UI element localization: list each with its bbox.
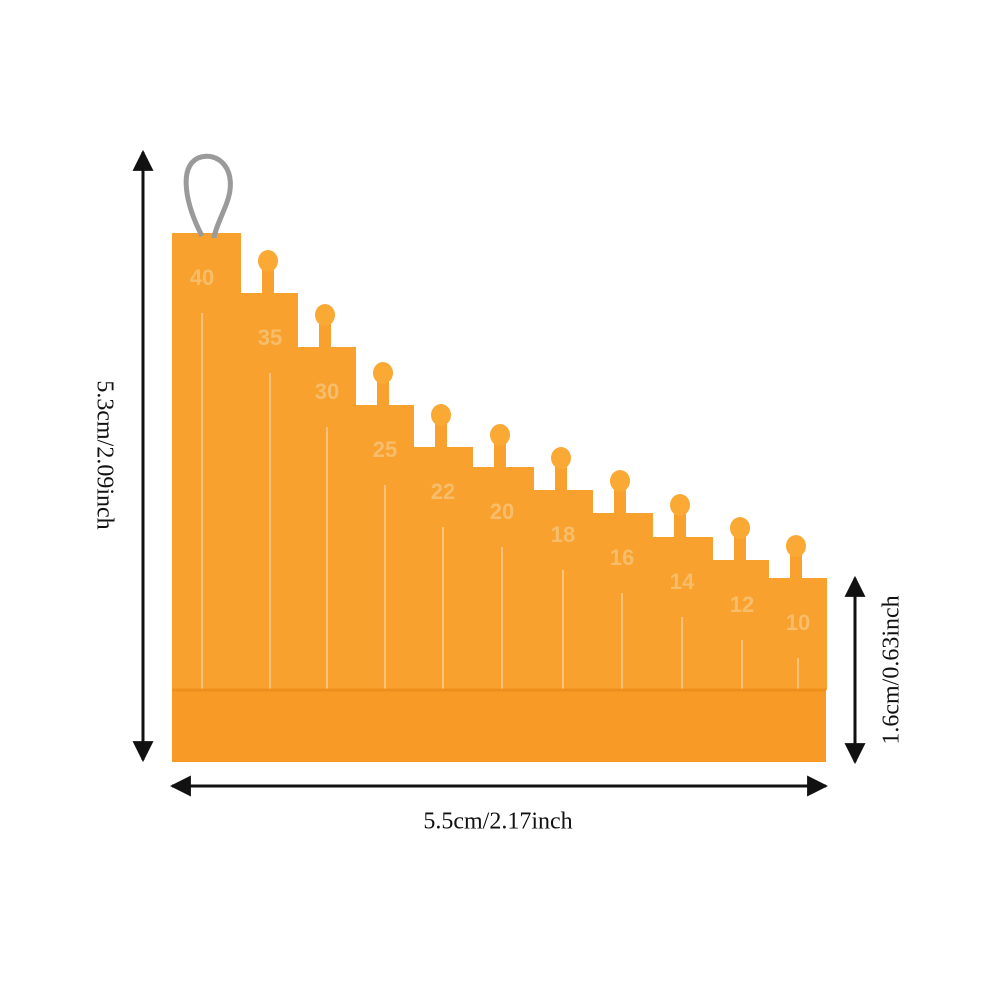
height-label: 5.3cm/2.09inch bbox=[91, 380, 117, 529]
step-label: 18 bbox=[551, 522, 575, 547]
step bbox=[172, 233, 241, 690]
step-label: 16 bbox=[610, 545, 634, 570]
peg-head bbox=[373, 362, 393, 384]
width-label: 5.5cm/2.17inch bbox=[423, 809, 572, 835]
step-label: 20 bbox=[490, 499, 514, 524]
peg-head bbox=[610, 470, 630, 492]
peg-head bbox=[730, 517, 750, 539]
step-label: 35 bbox=[258, 325, 282, 350]
step-label: 10 bbox=[786, 610, 810, 635]
step-label: 12 bbox=[730, 592, 754, 617]
peg-head bbox=[551, 447, 571, 469]
peg-head bbox=[431, 404, 451, 426]
step-label: 40 bbox=[190, 265, 214, 290]
peg-head bbox=[258, 250, 278, 272]
step bbox=[712, 560, 769, 690]
peg-head bbox=[315, 304, 335, 326]
peg-head bbox=[490, 424, 510, 446]
peg-head bbox=[670, 494, 690, 516]
step-label: 25 bbox=[373, 437, 397, 462]
wire-loop bbox=[183, 153, 233, 239]
peg-head bbox=[786, 535, 806, 557]
gauge-body: 40 35 30 25 22 20 18 16 14 12 10 bbox=[172, 233, 827, 762]
step-height-label: 1.6cm/0.63inch bbox=[879, 595, 905, 744]
step-label: 22 bbox=[431, 479, 455, 504]
base bbox=[172, 690, 826, 762]
step-label: 30 bbox=[315, 379, 339, 404]
step-label: 14 bbox=[670, 569, 695, 594]
